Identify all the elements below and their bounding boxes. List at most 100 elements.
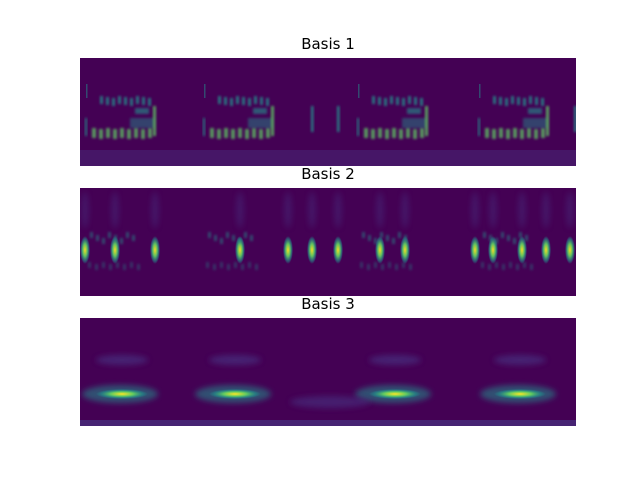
transient-mark (204, 84, 206, 98)
spectrogram-2 (80, 188, 576, 296)
harmonic-mark (525, 235, 528, 241)
harmonic-mark (218, 96, 221, 104)
harmonic-mark (132, 235, 135, 241)
harmonic-mark (530, 264, 533, 270)
transient-mark (271, 106, 274, 136)
harmonic-mark (206, 262, 209, 268)
transient-mark (337, 106, 340, 132)
harmonic-mark (523, 262, 526, 268)
harmonic-mark (127, 129, 131, 139)
harmonic-mark (420, 128, 424, 138)
harmonic-mark (248, 262, 251, 268)
chart-title-3: Basis 3 (301, 295, 355, 313)
harmonic-mark (372, 96, 375, 104)
harmonic-mark (266, 98, 269, 106)
harmonic-mark (520, 129, 524, 139)
harmonic-mark (523, 118, 547, 128)
harmonic-mark (402, 118, 426, 128)
harmonic-mark (413, 129, 417, 139)
harmonic-mark (113, 129, 117, 139)
energy-blob (307, 236, 317, 264)
harmonic-mark (102, 238, 105, 244)
harmonic-mark (368, 235, 371, 241)
transient-mark (574, 106, 576, 132)
harmonic-mark (529, 96, 532, 104)
harmonic-mark (409, 264, 412, 270)
harmonic-mark (392, 238, 395, 244)
harmonic-mark (517, 97, 520, 105)
transient-mark (85, 118, 87, 136)
harmonic-mark (238, 128, 242, 138)
harmonic-mark (374, 262, 377, 268)
harmonic-mark (224, 97, 227, 105)
harmonic-mark (250, 235, 253, 241)
harmonic-mark (502, 264, 505, 270)
harmonic-mark (232, 235, 235, 241)
harmonic-mark (230, 98, 233, 106)
faint-band (81, 192, 89, 228)
energy-blob (110, 236, 120, 264)
upper-band (494, 355, 546, 365)
harmonic-mark (109, 264, 112, 270)
spectrogram-3 (80, 318, 576, 426)
harmonic-mark (244, 232, 247, 238)
harmonic-mark (513, 128, 517, 138)
harmonic-mark (254, 96, 257, 104)
harmonic-mark (242, 97, 245, 105)
faint-band (236, 192, 244, 228)
harmonic-mark (481, 262, 484, 268)
harmonic-mark (114, 235, 117, 241)
harmonic-mark (505, 98, 508, 106)
faint-band (290, 396, 370, 408)
harmonic-mark (241, 264, 244, 270)
faint-band (566, 192, 574, 228)
transient-mark (358, 84, 360, 98)
harmonic-mark (414, 97, 417, 105)
spectrogram-1 (80, 58, 576, 166)
harmonic-mark (102, 262, 105, 268)
harmonic-mark (92, 128, 96, 138)
faint-band (111, 192, 119, 228)
harmonic-mark (527, 128, 531, 138)
harmonic-mark (106, 128, 110, 138)
harmonic-mark (220, 238, 223, 244)
energy-blob (541, 236, 551, 264)
harmonic-mark (499, 97, 502, 105)
faint-band (334, 192, 342, 228)
harmonic-mark (112, 98, 115, 106)
harmonic-mark (380, 232, 383, 238)
spectrogram-panel-1 (80, 58, 576, 166)
harmonic-mark (408, 96, 411, 104)
energy-blob (400, 236, 410, 264)
harmonic-mark (507, 235, 510, 241)
harmonic-mark (535, 97, 538, 105)
harmonic-mark (210, 128, 214, 138)
spectrogram-panel-2 (80, 188, 576, 296)
harmonic-mark (495, 262, 498, 268)
harmonic-mark (385, 129, 389, 139)
harmonic-mark (99, 129, 103, 139)
harmonic-mark (120, 238, 123, 244)
harmonic-mark (130, 98, 133, 106)
energy-blob (150, 236, 160, 264)
harmonic-mark (523, 98, 526, 106)
harmonic-mark (116, 262, 119, 268)
harmonic-mark (541, 128, 545, 138)
harmonic-mark (485, 128, 489, 138)
energy-blob (283, 236, 293, 264)
harmonic-mark (534, 129, 538, 139)
harmonic-mark (513, 238, 516, 244)
harmonic-mark (224, 128, 228, 138)
transient-mark (153, 106, 156, 136)
harmonic-mark (378, 97, 381, 105)
harmonic-mark (248, 118, 272, 128)
faint-band (151, 192, 159, 228)
harmonic-mark (136, 96, 139, 104)
harmonic-mark (511, 96, 514, 104)
energy-blob (333, 236, 343, 264)
harmonic-mark (492, 129, 496, 139)
harmonic-mark (248, 98, 251, 106)
harmonic-mark (88, 262, 91, 268)
energy-band (369, 389, 421, 399)
harmonic-mark (371, 129, 375, 139)
